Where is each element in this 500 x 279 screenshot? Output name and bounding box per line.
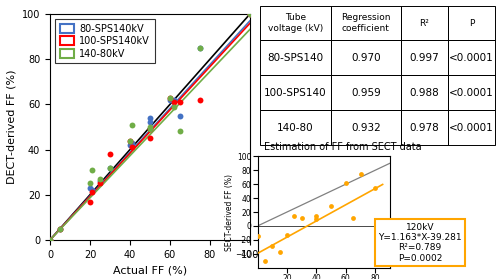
Point xyxy=(126,138,134,143)
Bar xyxy=(260,110,330,145)
Point xyxy=(283,233,291,237)
Bar xyxy=(260,6,330,40)
Point xyxy=(56,227,64,231)
Point xyxy=(46,238,54,242)
Point xyxy=(349,215,357,220)
Bar xyxy=(448,75,495,110)
Point xyxy=(246,12,254,16)
Point xyxy=(327,204,335,209)
Point xyxy=(56,227,64,231)
Point xyxy=(46,238,54,242)
Text: <0.0001: <0.0001 xyxy=(449,123,494,133)
Text: P: P xyxy=(469,18,474,28)
Bar xyxy=(401,75,448,110)
Point xyxy=(146,125,154,129)
Bar xyxy=(448,40,495,75)
Point xyxy=(106,165,114,170)
Point xyxy=(126,138,134,143)
Text: 0.988: 0.988 xyxy=(410,88,440,98)
Point xyxy=(170,104,178,109)
X-axis label: Actual FF (%): Actual FF (%) xyxy=(113,265,187,275)
Text: 140-80: 140-80 xyxy=(277,123,314,133)
Text: 0.959: 0.959 xyxy=(351,88,380,98)
Point xyxy=(146,116,154,120)
Point xyxy=(88,190,96,195)
Point xyxy=(290,213,298,218)
Text: Tube
voltage (kV): Tube voltage (kV) xyxy=(268,13,323,33)
Point xyxy=(312,213,320,218)
Point xyxy=(106,152,114,156)
Bar xyxy=(330,75,401,110)
Text: 0.978: 0.978 xyxy=(410,123,440,133)
Point xyxy=(176,100,184,104)
Text: <0.0001: <0.0001 xyxy=(449,53,494,63)
Point xyxy=(246,12,254,16)
Point xyxy=(86,199,94,204)
Text: 0.997: 0.997 xyxy=(410,53,440,63)
Point xyxy=(128,122,136,127)
Point xyxy=(96,177,104,181)
Text: 0.932: 0.932 xyxy=(351,123,380,133)
Text: Estimation of FF from SECT data: Estimation of FF from SECT data xyxy=(264,142,422,152)
Bar xyxy=(330,40,401,75)
Point xyxy=(372,185,380,190)
Y-axis label: SECT-derived FF (%): SECT-derived FF (%) xyxy=(224,174,234,251)
Point xyxy=(261,259,269,263)
Point xyxy=(356,171,364,176)
Point xyxy=(166,95,174,100)
Point xyxy=(268,243,276,248)
Point xyxy=(196,98,204,102)
Point xyxy=(86,181,94,186)
Point xyxy=(126,143,134,147)
Point xyxy=(86,186,94,190)
Y-axis label: DECT-derived FF (%): DECT-derived FF (%) xyxy=(6,70,16,184)
Text: R²: R² xyxy=(420,18,430,28)
Point xyxy=(128,145,136,150)
Text: <0.0001: <0.0001 xyxy=(449,88,494,98)
Point xyxy=(298,215,306,220)
Point xyxy=(46,238,54,242)
Bar xyxy=(448,6,495,40)
Bar xyxy=(401,40,448,75)
Point xyxy=(312,217,320,221)
Bar xyxy=(401,6,448,40)
Point xyxy=(146,127,154,131)
Point xyxy=(88,188,96,193)
Point xyxy=(170,98,178,102)
Text: 0.970: 0.970 xyxy=(351,53,380,63)
Text: 80-SPS140: 80-SPS140 xyxy=(267,53,324,63)
Point xyxy=(170,100,178,104)
Point xyxy=(254,234,262,239)
Bar xyxy=(330,6,401,40)
Point xyxy=(196,45,204,50)
Point xyxy=(96,181,104,186)
Point xyxy=(56,227,64,231)
Point xyxy=(166,98,174,102)
Point xyxy=(176,113,184,118)
Bar xyxy=(448,110,495,145)
Point xyxy=(96,179,104,183)
Point xyxy=(106,165,114,170)
Legend: 80-SPS140kV, 100-SPS140kV, 140-80kV: 80-SPS140kV, 100-SPS140kV, 140-80kV xyxy=(55,19,155,63)
Point xyxy=(196,45,204,50)
Point xyxy=(276,250,283,255)
Text: 100-SPS140: 100-SPS140 xyxy=(264,88,326,98)
Point xyxy=(146,120,154,125)
Point xyxy=(146,127,154,131)
Point xyxy=(166,95,174,100)
Bar xyxy=(260,75,330,110)
Bar xyxy=(260,40,330,75)
Point xyxy=(88,168,96,172)
Point xyxy=(146,136,154,141)
Point xyxy=(176,129,184,134)
Point xyxy=(128,141,136,145)
Bar xyxy=(401,110,448,145)
Point xyxy=(342,181,350,185)
Bar xyxy=(330,110,401,145)
Text: 120kV
Y=1.163*X-39.281
R²=0.789
P=0.0002: 120kV Y=1.163*X-39.281 R²=0.789 P=0.0002 xyxy=(378,223,462,263)
Text: Regression
coefficient: Regression coefficient xyxy=(341,13,390,33)
Point xyxy=(246,12,254,16)
